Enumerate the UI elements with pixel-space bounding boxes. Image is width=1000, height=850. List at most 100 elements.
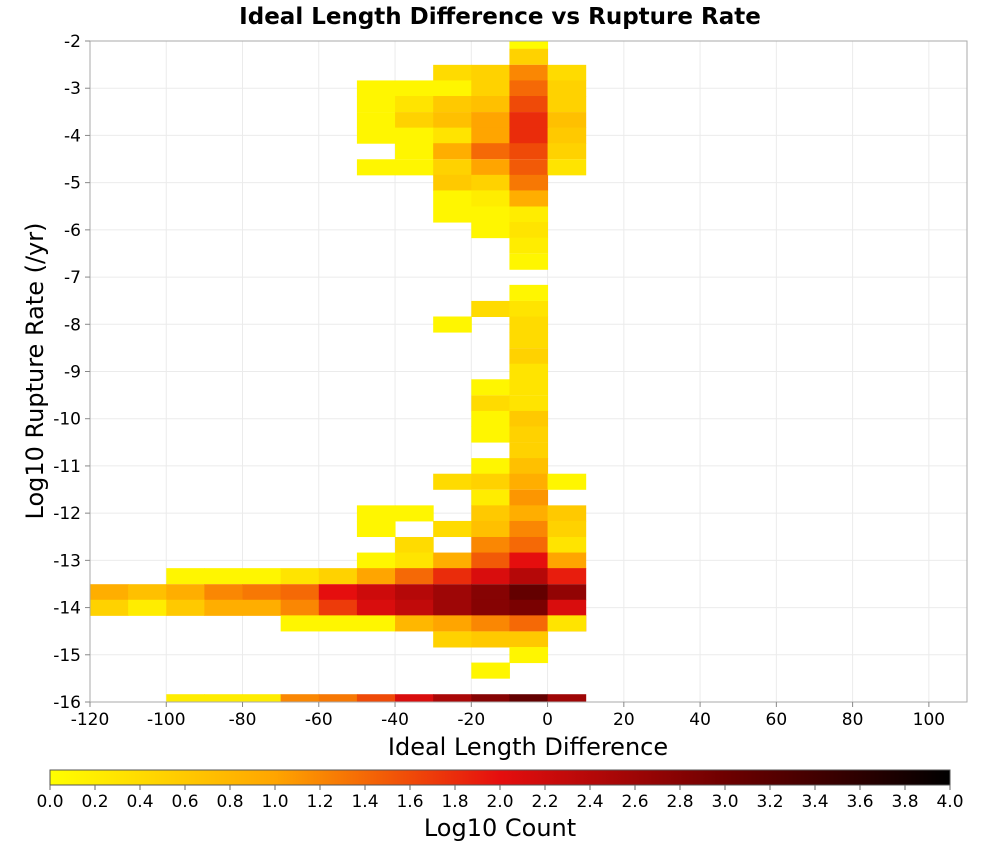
heatmap-cell: [356, 505, 396, 522]
heatmap-cell: [471, 206, 510, 223]
colorbar-ticks: 0.0 0.2 0.4 0.6 0.8 1.0 1.2 1.4 1.6 1.8 2.0 2.2 2.4 2…: [36, 785, 964, 812]
heatmap-cell: [471, 489, 510, 506]
heatmap-cell: [509, 284, 549, 301]
heatmap-cell: [509, 599, 549, 616]
heatmap-cell: [471, 426, 510, 443]
heatmap-cell: [280, 584, 320, 601]
x-tick-label: 100: [913, 710, 945, 730]
heatmap-cell: [356, 127, 396, 144]
heatmap-cell: [509, 426, 549, 443]
heatmap-cell: [547, 568, 587, 585]
heatmap-cell: [471, 64, 510, 81]
y-tick-label: -9: [64, 363, 81, 383]
heatmap-cell: [471, 584, 510, 601]
heatmap-cell: [471, 520, 510, 538]
heatmap-cell: [356, 584, 396, 601]
colorbar-tick-label: 3.6: [846, 792, 873, 812]
heatmap-cell: [433, 96, 472, 113]
heatmap-cell: [318, 615, 358, 632]
heatmap-cell: [509, 64, 549, 81]
colorbar-tick-label: 2.8: [666, 792, 693, 812]
heatmap-cell: [471, 96, 510, 113]
heatmap-cell: [280, 615, 320, 632]
heatmap-cell: [509, 536, 549, 554]
heatmap-cell: [509, 489, 549, 506]
heatmap-cell: [509, 584, 549, 601]
heatmap-cell: [471, 568, 510, 585]
heatmap-cell: [547, 536, 587, 554]
heatmap-cell: [395, 80, 434, 97]
heatmap-cell: [128, 584, 167, 601]
heatmap-cell: [547, 599, 587, 616]
heatmap-cell: [509, 80, 549, 97]
colorbar-tick-label: 3.2: [756, 792, 783, 812]
x-axis-ticks: -120 -100 -80 -60 -40 -20 0 20 40 60 80 100: [71, 702, 945, 730]
colorbar-tick-label: 3.0: [711, 792, 738, 812]
heatmap-cell: [471, 505, 510, 522]
heatmap-cell: [395, 112, 434, 129]
heatmap-cell: [471, 552, 510, 569]
heatmap-cell: [242, 568, 282, 585]
heatmap-cell: [509, 206, 549, 223]
heatmap-cell: [433, 599, 472, 616]
y-tick-label: -10: [53, 410, 81, 430]
colorbar-tick-label: 1.2: [306, 792, 333, 812]
heatmap-cell: [395, 96, 434, 113]
heatmap-cell: [356, 96, 396, 113]
heatmap-cell: [356, 599, 396, 616]
heatmap-cell: [509, 694, 549, 703]
heatmap-cell: [395, 568, 434, 585]
colorbar-tick-label: 1.8: [441, 792, 468, 812]
heatmap-cell: [166, 694, 205, 703]
heatmap-cell: [547, 159, 587, 176]
heatmap-cell: [90, 584, 129, 601]
y-tick-label: -6: [64, 221, 81, 241]
heatmap-cell: [356, 568, 396, 585]
heatmap-cell: [318, 694, 358, 703]
heatmap-cell: [356, 615, 396, 632]
heatmap-cell: [395, 599, 434, 616]
heatmap-cell: [204, 584, 244, 601]
heatmap-cell: [433, 112, 472, 129]
heatmap-cell: [509, 615, 549, 632]
heatmap-cell: [433, 552, 472, 569]
heatmap-cell: [471, 159, 510, 176]
x-tick-label: -20: [457, 710, 485, 730]
heatmap-cell: [509, 646, 549, 664]
heatmap-cell: [509, 300, 549, 317]
colorbar-tick-label: 4.0: [936, 792, 963, 812]
heatmap-cell: [509, 48, 549, 65]
heatmap-cell: [433, 174, 472, 191]
y-tick-label: -16: [53, 693, 81, 713]
heatmap-cell: [433, 64, 472, 81]
colorbar-tick-label: 2.4: [576, 792, 603, 812]
heatmap-cell: [433, 80, 472, 97]
heatmap-cell: [280, 599, 320, 616]
heatmap-cell: [356, 520, 396, 538]
heatmap-cell: [318, 568, 358, 585]
heatmap-cell: [547, 64, 587, 81]
heatmap-cell: [471, 631, 510, 648]
heatmap-cell: [471, 615, 510, 632]
heatmap-cell: [509, 568, 549, 585]
heatmap-cell: [471, 599, 510, 616]
x-tick-label: -60: [305, 710, 333, 730]
colorbar-tick-label: 2.0: [486, 792, 513, 812]
x-tick-label: 60: [766, 710, 788, 730]
colorbar-tick-label: 3.4: [801, 792, 828, 812]
x-tick-label: 40: [689, 710, 711, 730]
heatmap-cell: [395, 584, 434, 601]
heatmap-cell: [509, 348, 549, 365]
heatmap-cell: [471, 662, 510, 679]
heatmap-cell: [471, 143, 510, 160]
heatmap-cell: [433, 190, 472, 207]
heatmap-cell: [547, 520, 587, 538]
heatmap-cell: [395, 127, 434, 144]
heatmap-cell: [509, 143, 549, 160]
heatmap-cell: [433, 631, 472, 648]
heatmap-cell: [509, 41, 549, 50]
heatmap-cell: [509, 316, 549, 333]
heatmap-cell: [509, 363, 549, 380]
heatmap-cell: [471, 190, 510, 207]
heatmap-cell: [166, 584, 205, 601]
